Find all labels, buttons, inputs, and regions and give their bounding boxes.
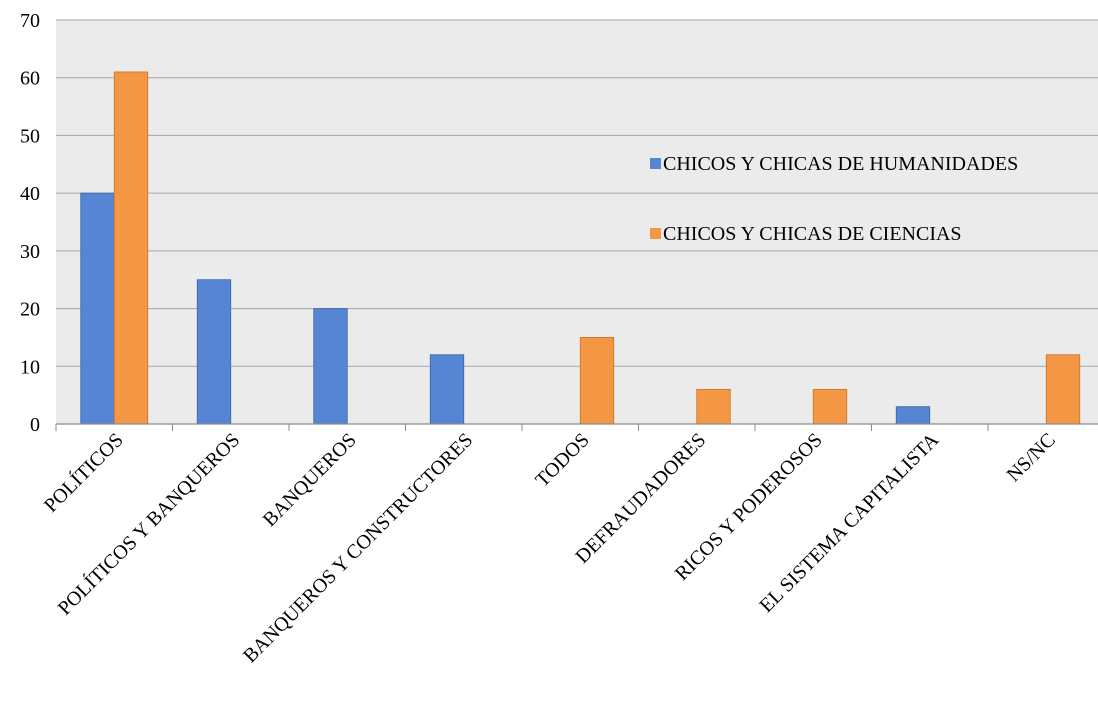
bar [429, 354, 465, 425]
x-tick-label: TODOS [531, 429, 593, 491]
bar [579, 337, 615, 425]
x-tick-label: POLÍTICOS Y BANQUEROS [53, 428, 244, 619]
y-tick-label: 50 [20, 125, 40, 147]
legend-label: CHICOS Y CHICAS DE CIENCIAS [663, 223, 962, 245]
y-tick-label: 0 [30, 414, 40, 436]
bar [812, 388, 848, 425]
y-tick-label: 70 [20, 10, 40, 32]
legend-swatch [650, 158, 661, 169]
bar [696, 388, 731, 425]
x-tick-label: POLÍTICOS [39, 428, 128, 517]
y-tick-label: 60 [20, 68, 40, 90]
bar [313, 308, 348, 425]
x-tick-label: BANQUEROS Y CONSTRUCTORES [239, 429, 477, 667]
bar [895, 406, 931, 425]
legend: CHICOS Y CHICAS DE HUMANIDADES CHICOS Y C… [650, 153, 1018, 245]
x-tick-label: DEFRAUDADORES [571, 429, 710, 568]
y-tick-label: 20 [20, 299, 40, 321]
bar [196, 279, 232, 425]
legend-swatch [650, 228, 661, 239]
x-tick-label: NS/NC [1003, 429, 1060, 486]
x-tick-label: BANQUEROS [259, 429, 361, 531]
y-tick-label: 40 [20, 183, 40, 205]
y-axis-ticks: 0 10 20 30 40 50 60 70 [20, 10, 40, 436]
bar [113, 71, 149, 425]
bar [1045, 354, 1081, 425]
bar [80, 192, 115, 425]
legend-label: CHICOS Y CHICAS DE HUMANIDADES [663, 153, 1018, 175]
y-tick-label: 10 [20, 356, 40, 378]
y-tick-label: 30 [20, 241, 40, 263]
axes [55, 423, 1098, 431]
